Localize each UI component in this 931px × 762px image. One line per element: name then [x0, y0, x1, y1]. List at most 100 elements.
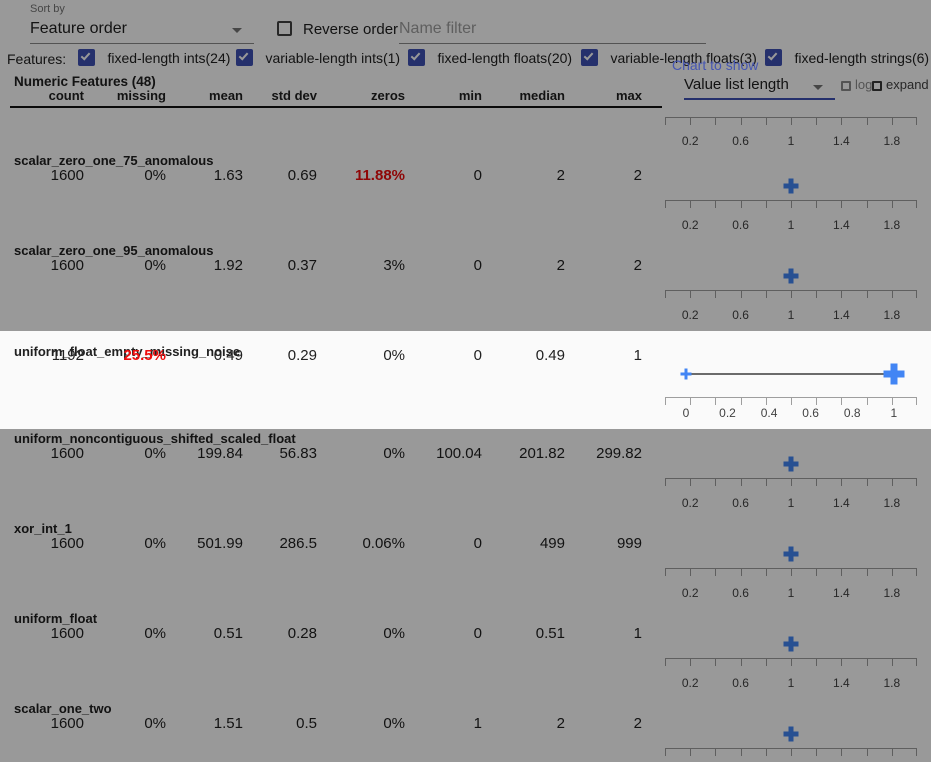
cell-min: 0 [473, 167, 482, 184]
cell-max: 2 [633, 167, 642, 184]
feature-row: uniform_noncontiguous_shifted_scaled_flo… [0, 429, 931, 519]
cell-min: 0 [473, 625, 482, 642]
feature-row: scalar_zero_one_75_anomalous 1600 0% 1.6… [0, 151, 931, 241]
chart-axis-ruler [665, 568, 917, 577]
column-headers: count missing mean std dev zeros min med… [10, 88, 662, 108]
cell-std-dev: 0.37 [287, 257, 317, 274]
chart-marker-area [665, 519, 917, 568]
cell-missing: 0% [144, 535, 166, 552]
section-title: Numeric Features (48) [14, 74, 156, 89]
cell-median: 201.82 [519, 445, 565, 462]
feature-stats: uniform_noncontiguous_shifted_scaled_flo… [0, 429, 662, 519]
cell-mean: 0.51 [213, 625, 243, 642]
expand-checkbox[interactable] [872, 81, 882, 91]
chart-marker-area [665, 241, 917, 290]
reverse-order-checkbox[interactable] [277, 21, 292, 36]
max-marker-icon [883, 363, 905, 385]
chevron-down-icon [813, 85, 823, 90]
cell-median: 499 [539, 535, 565, 552]
cell-zeros: 0% [383, 715, 405, 732]
cell-count: 1192 [51, 347, 84, 364]
features-label: Features: [7, 51, 67, 67]
chart-axis-labels: 0.2 0.6 1 1.4 1.8 [681, 308, 901, 322]
feature-stats: uniform_float_empty_missing_noise 1192 2… [0, 331, 662, 429]
cell-std-dev: 0.5 [296, 715, 317, 732]
feature-type-checkbox[interactable] [408, 49, 425, 67]
features-bar: Features: fixed-length ints(24) variable… [0, 47, 931, 72]
cell-mean: 1.51 [213, 715, 243, 732]
chart-axis-labels: 0.2 0.6 1 1.4 1.8 [681, 676, 901, 690]
min-marker-icon [680, 368, 692, 380]
plus-marker-icon [783, 636, 799, 652]
feature-name: uniform_float [14, 611, 98, 626]
feature-name: uniform_float_empty_missing_noise [14, 344, 241, 359]
feature-name: scalar_zero_one_95_anomalous [14, 243, 214, 258]
stats-row: 1600 0% 199.84 56.83 0% 100.04 201.82 29… [10, 445, 662, 463]
feature-name: scalar_one_two [14, 701, 112, 716]
cell-missing: 0% [144, 625, 166, 642]
feature-row: scalar_zero_one_95_anomalous 1600 0% 1.9… [0, 241, 931, 331]
col-min: min [458, 88, 482, 103]
name-filter-input[interactable] [399, 14, 706, 44]
cell-mean: 501.99 [197, 535, 243, 552]
check-icon [410, 50, 421, 61]
cell-max: 299.82 [596, 445, 642, 462]
stats-row: 1600 0% 1.51 0.5 0% 1 2 2 [10, 715, 662, 733]
feature-type-label: variable-length floats(3) [610, 49, 757, 66]
cell-count: 1600 [50, 257, 84, 274]
cell-zeros: 11.88% [354, 167, 405, 184]
sort-by-value: Feature order [30, 20, 127, 37]
feature-row: uniform_float 1600 0% 0.51 0.28 0% 0 0.5… [0, 609, 931, 699]
feature-stats: xor_int_1 1600 0% 501.99 286.5 0.06% 0 4… [0, 519, 662, 609]
cell-max: 1 [633, 625, 642, 642]
chart-axis-ruler [665, 748, 917, 757]
feature-type-checkbox[interactable] [78, 49, 95, 67]
cell-std-dev: 0.29 [287, 347, 317, 364]
cell-min: 0 [473, 535, 482, 552]
cell-max: 999 [616, 535, 642, 552]
chart-marker-area [665, 331, 917, 397]
expand-label: expand [886, 77, 929, 92]
feature-name: xor_int_1 [14, 521, 72, 536]
cell-zeros: 0% [383, 445, 405, 462]
sort-by-label: Sort by [30, 3, 65, 15]
col-std-dev: std dev [271, 88, 317, 103]
feature-type-label: variable-length ints(1) [265, 49, 401, 66]
chart-marker-area [665, 609, 917, 658]
stats-row: 1600 0% 1.63 0.69 11.88% 0 2 2 [10, 167, 662, 185]
feature-type-checkbox[interactable] [236, 49, 253, 67]
feature-stats: scalar_one_two 1600 0% 1.51 0.5 0% 1 2 2 [0, 699, 662, 762]
feature-type-checkbox[interactable] [765, 49, 782, 67]
cell-median: 2 [556, 715, 565, 732]
range-line [685, 373, 896, 375]
log-checkbox[interactable] [841, 81, 851, 91]
feature-name: uniform_noncontiguous_shifted_scaled_flo… [14, 431, 296, 446]
table-header: Numeric Features (48) count missing mean… [0, 72, 931, 108]
chart-axis-ruler [665, 290, 917, 299]
chart-axis-ruler [665, 200, 917, 209]
feature-type-checkbox[interactable] [581, 49, 598, 67]
stats-row: 1192 25.5% 0.49 0.29 0% 0 0.49 1 [10, 347, 662, 365]
cell-mean: 199.84 [197, 445, 243, 462]
feature-table-body: 0.2 0.6 1 1.4 1.8 scalar_zero_one_75_anomalo… [0, 105, 931, 762]
cell-zeros: 0.06% [362, 535, 405, 552]
feature-type-item: fixed-length floats(20) [408, 49, 572, 69]
chart-axis-labels: 0.2 0.6 1 1.4 1.8 [681, 586, 901, 600]
col-missing: missing [116, 88, 166, 103]
stats-row: 1600 0% 1.92 0.37 3% 0 2 2 [10, 257, 662, 275]
cell-count: 1600 [50, 535, 84, 552]
col-mean: mean [209, 88, 243, 103]
cell-min: 100.04 [436, 445, 482, 462]
chart-axis-ruler [665, 397, 917, 406]
col-median: median [519, 88, 565, 103]
cell-max: 2 [633, 715, 642, 732]
cell-median: 2 [556, 257, 565, 274]
chart-type-dropdown[interactable]: Value list length [684, 76, 835, 100]
plus-marker-icon [783, 268, 799, 284]
cell-std-dev: 286.5 [279, 535, 317, 552]
sort-by-dropdown[interactable]: Feature order [30, 17, 254, 44]
